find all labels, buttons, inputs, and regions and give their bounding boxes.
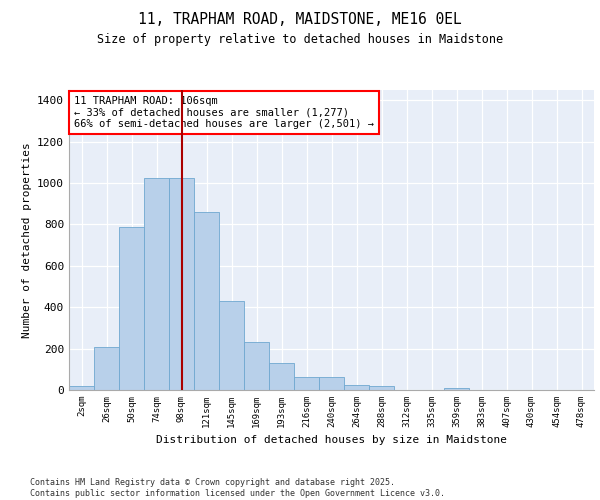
Bar xyxy=(244,342,269,390)
Bar xyxy=(269,363,294,390)
X-axis label: Distribution of detached houses by size in Maidstone: Distribution of detached houses by size … xyxy=(156,436,507,446)
Bar xyxy=(169,178,194,390)
Bar xyxy=(369,386,394,390)
Text: 11 TRAPHAM ROAD: 106sqm
← 33% of detached houses are smaller (1,277)
66% of semi: 11 TRAPHAM ROAD: 106sqm ← 33% of detache… xyxy=(74,96,374,129)
Bar xyxy=(69,386,94,390)
Text: 11, TRAPHAM ROAD, MAIDSTONE, ME16 0EL: 11, TRAPHAM ROAD, MAIDSTONE, ME16 0EL xyxy=(138,12,462,28)
Bar xyxy=(319,376,344,390)
Bar xyxy=(119,226,144,390)
Text: Size of property relative to detached houses in Maidstone: Size of property relative to detached ho… xyxy=(97,32,503,46)
Bar xyxy=(444,388,469,390)
Bar xyxy=(194,212,219,390)
Y-axis label: Number of detached properties: Number of detached properties xyxy=(22,142,32,338)
Bar xyxy=(144,178,169,390)
Bar xyxy=(94,346,119,390)
Bar xyxy=(219,301,244,390)
Bar xyxy=(344,385,369,390)
Bar xyxy=(294,376,319,390)
Text: Contains HM Land Registry data © Crown copyright and database right 2025.
Contai: Contains HM Land Registry data © Crown c… xyxy=(30,478,445,498)
